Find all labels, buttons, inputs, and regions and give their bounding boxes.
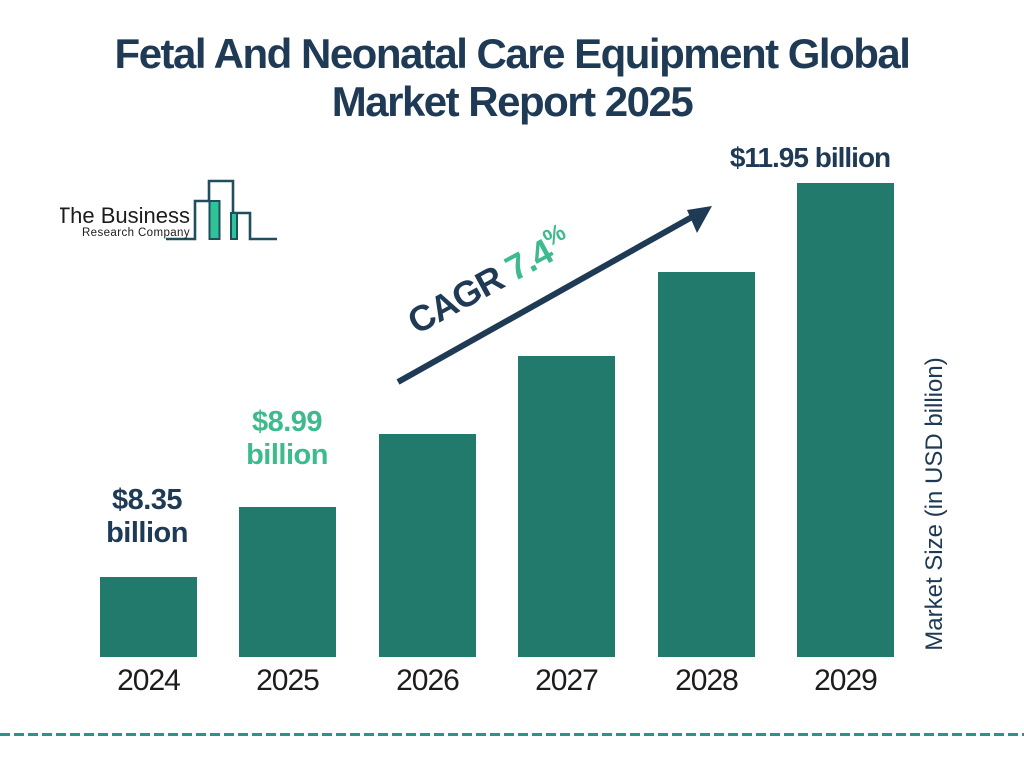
bar-2027 (518, 356, 615, 657)
company-logo: The Business Research Company (60, 179, 277, 241)
value-label-2025-line2: billion (246, 439, 328, 471)
bar-2026 (379, 434, 476, 657)
value-label-2029-line1: $11.95 billion (729, 142, 891, 173)
value-label-2024-line1: $8.35 (111, 484, 183, 516)
value-label-2024-line2: billion (106, 517, 188, 549)
dashed-divider-line (0, 733, 1024, 736)
chart-title-line1: Fetal And Neonatal Care Equipment Global (114, 30, 911, 77)
value-label-2025: $8.99 billion (232, 406, 342, 472)
logo-bars-icon (166, 179, 277, 241)
axis-label-2028: 2028 (675, 664, 739, 697)
axis-label-2027: 2027 (535, 664, 599, 697)
value-label-2025-line1: $8.99 (251, 406, 323, 438)
bar-2029 (797, 183, 894, 657)
axis-label-2025: 2025 (256, 664, 320, 697)
logo-text-line1: The Business (60, 203, 190, 228)
axis-label-2029: 2029 (814, 664, 878, 697)
y-axis-label: Market Size (in USD billion) (921, 357, 948, 651)
bar-2024 (100, 577, 197, 657)
bar-2028 (658, 272, 755, 657)
bar-2025 (239, 507, 336, 657)
axis-label-2024: 2024 (117, 664, 181, 697)
chart-title: Fetal And Neonatal Care Equipment Global… (0, 30, 1024, 126)
value-label-2029: $11.95 billion (710, 141, 910, 174)
logo-text-line2: Research Company (82, 227, 190, 239)
value-label-2024: $8.35 billion (92, 484, 202, 550)
axis-label-2026: 2026 (396, 664, 460, 697)
chart-title-line2: Market Report 2025 (331, 78, 694, 125)
